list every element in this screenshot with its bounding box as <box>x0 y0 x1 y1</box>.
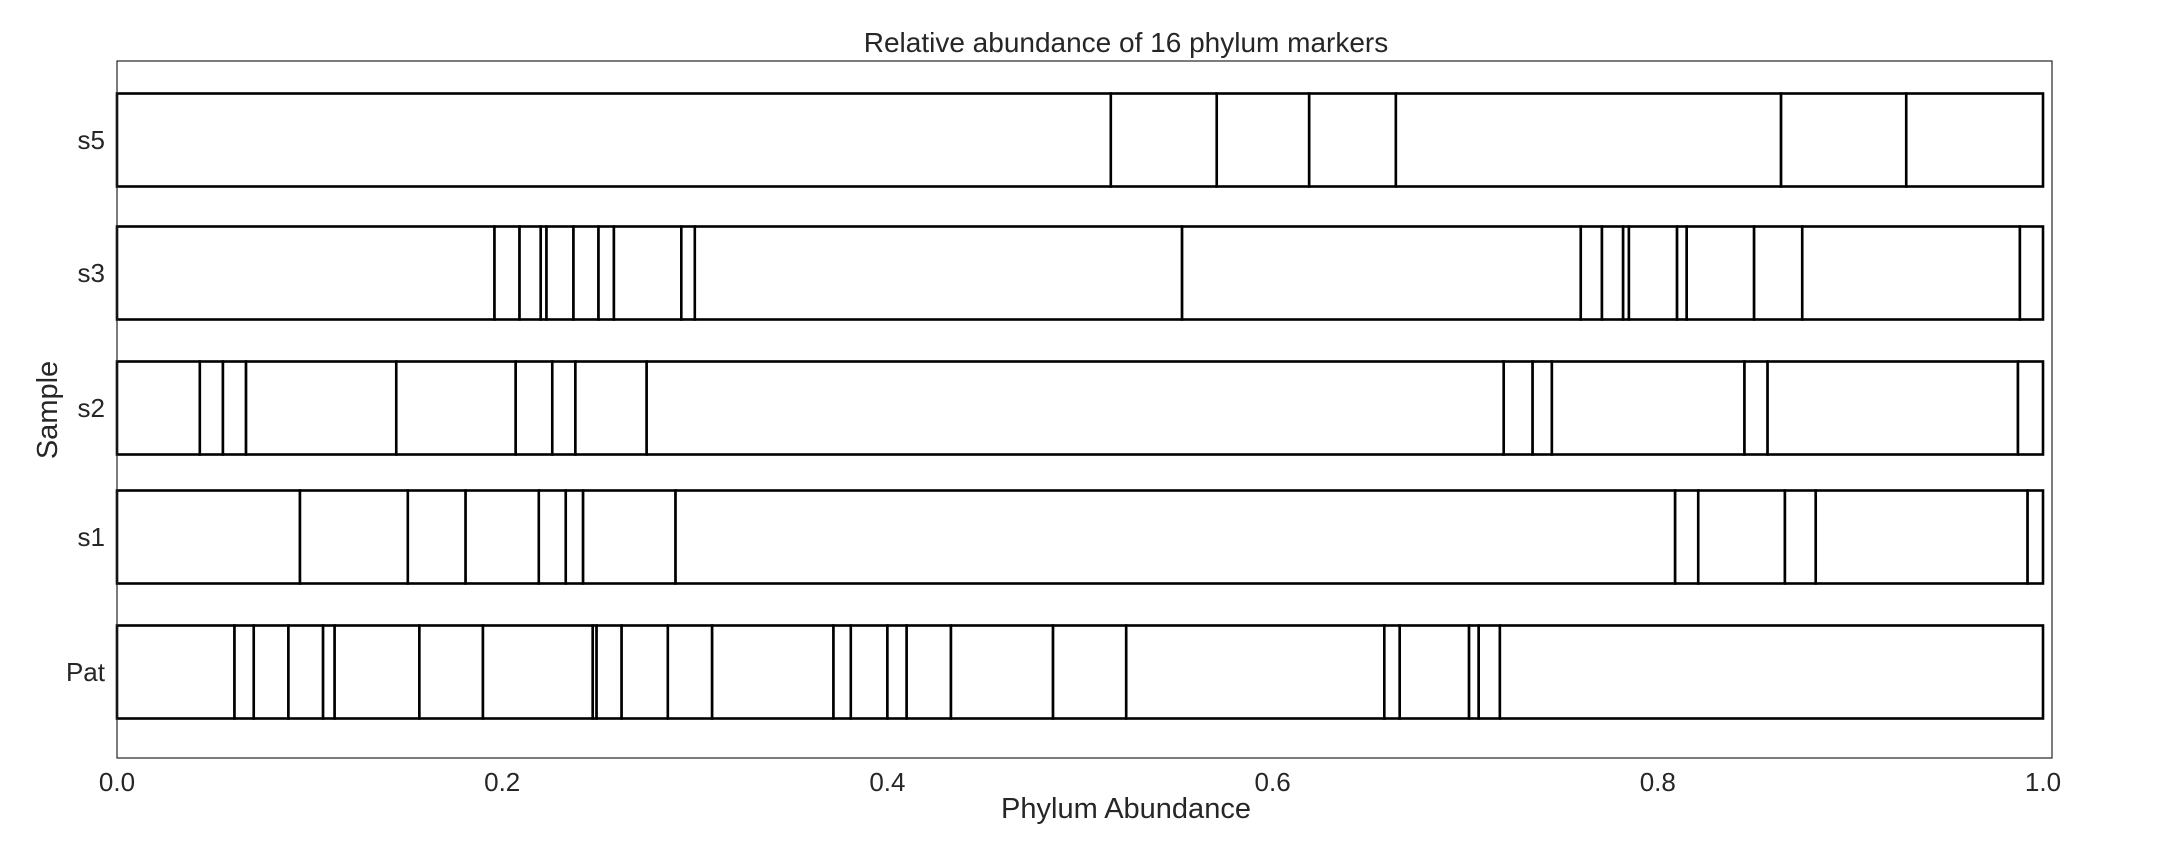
y-tick-label-Pat: Pat <box>66 657 106 687</box>
bar-segment-s1-2 <box>298 489 410 585</box>
bar-segment-Pat-23 <box>1467 624 1480 720</box>
bar-segment-Pat-22 <box>1398 624 1471 720</box>
bar-segment-s3-11 <box>1180 225 1583 321</box>
bar-segment-Pat-11 <box>620 624 670 720</box>
bar-segment-s3-9 <box>680 225 697 321</box>
bar-segment-s1-1 <box>115 489 302 585</box>
bar-segment-Pat-7 <box>418 624 485 720</box>
bar-segment-Pat-3 <box>252 624 290 720</box>
bar-segment-s2-11 <box>1531 360 1554 456</box>
bar-segment-s1-10 <box>1696 489 1787 585</box>
bar-segment-s1-8 <box>674 489 1677 585</box>
x-tick-label-0.0: 0.0 <box>99 767 135 797</box>
bar-segment-s2-15 <box>2016 360 2045 456</box>
bar-segment-s3-12 <box>1579 225 1604 321</box>
bar-segment-Pat-17 <box>905 624 953 720</box>
y-tick-label-s5: s5 <box>78 125 105 155</box>
bars-group <box>115 92 2045 720</box>
bar-segment-s2-8 <box>574 360 648 456</box>
bar-segment-Pat-15 <box>849 624 889 720</box>
bar-segment-s5-6 <box>1779 92 1908 188</box>
bar-segment-s1-5 <box>537 489 568 585</box>
bar-segment-Pat-5 <box>321 624 336 720</box>
bar-segment-s2-13 <box>1743 360 1769 456</box>
x-tick-label-0.4: 0.4 <box>869 767 905 797</box>
bar-segment-Pat-6 <box>333 624 421 720</box>
bar-segment-s3-15 <box>1627 225 1679 321</box>
bar-segment-s2-1 <box>115 360 202 456</box>
bar-segment-s1-13 <box>2026 489 2045 585</box>
bar-segment-s5-5 <box>1394 92 1783 188</box>
bar-segment-Pat-16 <box>886 624 908 720</box>
y-tick-labels: Pat s1 s2 s3 s5 <box>66 125 106 687</box>
y-axis-label: Sample <box>32 361 64 459</box>
bar-segment-s1-12 <box>1814 489 2029 585</box>
bar-segment-s1-7 <box>581 489 677 585</box>
bar-segment-Pat-19 <box>1051 624 1128 720</box>
bar-segment-s5-1 <box>115 92 1113 188</box>
bar-segment-Pat-20 <box>1124 624 1386 720</box>
bar-segment-s3-1 <box>115 225 496 321</box>
bar-segment-Pat-21 <box>1383 624 1402 720</box>
bar-segment-s2-9 <box>645 360 1506 456</box>
bar-segment-Pat-1 <box>115 624 236 720</box>
bar-segment-Pat-8 <box>481 624 595 720</box>
bar-segment-Pat-13 <box>710 624 835 720</box>
bar-segment-s5-4 <box>1307 92 1398 188</box>
bar-segment-Pat-10 <box>595 624 623 720</box>
bar-segment-s2-4 <box>244 360 398 456</box>
bar-segment-s3-17 <box>1685 225 1756 321</box>
bar-segment-s2-3 <box>221 360 248 456</box>
bar-segment-s5-2 <box>1109 92 1219 188</box>
bar-segment-s1-6 <box>564 489 585 585</box>
y-tick-label-s1: s1 <box>78 522 105 552</box>
bar-segment-s2-14 <box>1766 360 2020 456</box>
bar-segment-s2-2 <box>198 360 225 456</box>
bar-segment-s1-9 <box>1673 489 1700 585</box>
bar-segment-s5-7 <box>1904 92 2045 188</box>
y-tick-label-s3: s3 <box>78 258 105 288</box>
bar-segment-s1-11 <box>1783 489 1818 585</box>
bar-segment-s2-6 <box>514 360 554 456</box>
bar-segment-s3-5 <box>545 225 575 321</box>
bar-segment-s3-18 <box>1752 225 1804 321</box>
bar-segment-s3-19 <box>1800 225 2022 321</box>
bar-segment-s3-10 <box>693 225 1184 321</box>
x-tick-label-0.2: 0.2 <box>484 767 520 797</box>
bar-segment-Pat-12 <box>666 624 714 720</box>
bar-segment-s3-2 <box>493 225 521 321</box>
axes-frame <box>116 60 2053 759</box>
chart-title: Relative abundance of 16 phylum markers <box>864 27 1389 58</box>
bar-segment-s2-12 <box>1550 360 1746 456</box>
x-tick-label-0.8: 0.8 <box>1640 767 1676 797</box>
bar-segment-s3-7 <box>597 225 616 321</box>
bar-segment-s2-10 <box>1502 360 1534 456</box>
bar-segment-Pat-25 <box>1498 624 2045 720</box>
y-tick-label-s2: s2 <box>78 393 105 423</box>
bar-segment-s3-16 <box>1675 225 1688 321</box>
bar-segment-s2-5 <box>394 360 517 456</box>
bar-segment-Pat-14 <box>832 624 853 720</box>
bar-segment-s3-3 <box>518 225 543 321</box>
bar-segment-s3-8 <box>612 225 683 321</box>
bar-segment-s3-13 <box>1600 225 1625 321</box>
x-tick-label-0.6: 0.6 <box>1255 767 1291 797</box>
bar-segment-Pat-24 <box>1477 624 1502 720</box>
bar-segment-s2-7 <box>550 360 577 456</box>
bar-segment-Pat-4 <box>287 624 325 720</box>
bar-segment-s3-6 <box>572 225 600 321</box>
bar-segment-s5-3 <box>1215 92 1311 188</box>
bar-segment-s1-3 <box>406 489 467 585</box>
bar-segment-Pat-2 <box>233 624 256 720</box>
bar-segment-Pat-18 <box>949 624 1055 720</box>
x-tick-label-1.0: 1.0 <box>2025 767 2061 797</box>
bar-segment-s1-4 <box>464 489 541 585</box>
x-axis-label: Phylum Abundance <box>1001 793 1251 825</box>
bar-segment-s3-20 <box>2018 225 2045 321</box>
x-tick-labels: 0.0 0.2 0.4 0.6 0.8 1.0 <box>99 767 2061 797</box>
